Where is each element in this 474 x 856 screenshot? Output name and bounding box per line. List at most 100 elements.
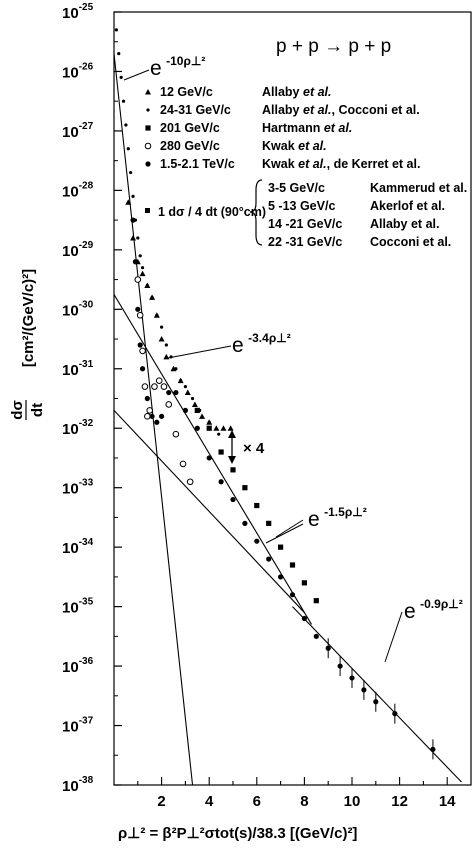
data-point	[173, 389, 179, 396]
data-point	[184, 389, 191, 396]
data-point	[151, 383, 158, 390]
fit-line-2	[113, 294, 313, 625]
legend-marker	[144, 142, 152, 150]
data-point	[149, 413, 155, 419]
data-point	[278, 544, 284, 550]
legend-brace	[249, 179, 263, 246]
legend-90deg-momentum: 5 -13 GeV/c	[268, 199, 335, 213]
x4-arrow-up	[228, 430, 236, 438]
legend-momentum: 280 GeV/c	[160, 139, 220, 153]
y-tick-label: 10-31	[62, 359, 94, 379]
data-point	[227, 425, 234, 431]
data-point	[218, 479, 224, 485]
data-point	[136, 311, 144, 319]
legend-90deg-reference: Kammerud et al.	[370, 181, 467, 195]
fit-pointer-3b	[265, 523, 304, 544]
data-point	[138, 254, 142, 258]
fit-pointers	[123, 69, 403, 663]
series-2	[114, 28, 221, 436]
data-point	[136, 236, 140, 240]
data-point	[313, 598, 319, 604]
x-tick-label: 8	[300, 793, 308, 810]
legend-90deg-momentum: 22 -31 GeV/c	[268, 235, 342, 249]
data-point	[313, 633, 319, 639]
data-point	[349, 675, 355, 681]
data-point	[254, 502, 260, 509]
data-point	[266, 556, 272, 562]
data-point	[135, 306, 141, 312]
data-point	[182, 407, 188, 413]
data-point	[130, 234, 137, 241]
y-tick-label: 10-37	[62, 716, 94, 736]
data-point	[199, 413, 206, 419]
data-point	[337, 663, 343, 669]
legend-90deg-block: 1 dσ / 4 dt (90°cm) 3-5 GeV/c Kammerud et…	[145, 179, 467, 249]
x-tick-label: 6	[253, 793, 261, 810]
x-tick-label: 10	[344, 793, 361, 810]
data-point	[194, 425, 200, 431]
y-tick-label: 10-29	[62, 240, 94, 260]
legend-reference: Hartmann et al.	[262, 121, 352, 135]
fit-line-1	[113, 53, 194, 786]
x4-arrow-down	[228, 456, 236, 464]
fit-labels: e -10ρ⊥² e -3.4ρ⊥² e -1.5ρ⊥² e -0.9ρ⊥²	[150, 54, 463, 623]
legend-reference: Kwak et al.	[262, 139, 327, 153]
data-point	[131, 194, 135, 198]
y-axis-title: dσ dt [cm²/(GeV/c)²]	[9, 269, 46, 420]
legend-reference: Allaby et al.	[262, 85, 332, 99]
data-point	[254, 538, 260, 544]
data-point	[144, 395, 150, 402]
data-point	[126, 147, 130, 151]
x4-label: × 4	[243, 440, 265, 457]
data-point	[217, 432, 221, 436]
data-point	[163, 353, 170, 360]
legend-marker	[145, 161, 151, 167]
data-point	[230, 496, 236, 503]
legend-90deg-reference: Cocconi et al.	[370, 235, 451, 249]
legend-momentum: 201 GeV/c	[160, 121, 220, 135]
y-axis-title-den: dt	[29, 403, 46, 417]
data-point	[146, 407, 153, 414]
data-point	[183, 385, 187, 389]
data-point	[289, 562, 296, 568]
series-3	[194, 407, 319, 604]
data-series	[114, 28, 436, 760]
data-point	[121, 99, 126, 103]
fit-label-4: e -0.9ρ⊥²	[404, 597, 463, 623]
fit-line-3	[113, 410, 305, 613]
data-point	[140, 266, 145, 270]
legend-reference: Kwak et al., de Kerret et al.	[262, 157, 420, 171]
data-point	[179, 379, 183, 383]
data-point	[242, 485, 248, 491]
fit-lines	[113, 53, 462, 786]
legend-90deg-reference: Allaby et al.	[370, 217, 439, 231]
y-tick-label: 10-36	[62, 656, 94, 676]
fit-pointer-4	[384, 611, 403, 663]
legend: 12 GeV/c Allaby et al. 24-31 GeV/c Allaby e…	[144, 85, 420, 171]
y-tick-label: 10-34	[62, 537, 94, 557]
data-point	[160, 325, 164, 329]
x-tick-label: 2	[157, 793, 165, 810]
legend-90deg-label: 1 dσ / 4 dt (90°cm)	[158, 205, 266, 219]
y-tick-label: 10-26	[62, 61, 94, 81]
data-point	[325, 645, 331, 651]
y-tick-label: 10-25	[62, 2, 94, 22]
legend-90deg-momentum: 14 -21 GeV/c	[268, 217, 342, 231]
y-tick-label: 10-33	[62, 478, 94, 498]
data-point	[139, 347, 146, 355]
data-point	[117, 52, 121, 56]
data-point	[179, 460, 187, 468]
fit-pointer-2	[167, 345, 232, 359]
data-point	[242, 520, 248, 526]
x-tick-label: 4	[205, 793, 214, 810]
data-point	[134, 276, 142, 283]
data-point	[289, 592, 296, 598]
data-point	[132, 259, 139, 265]
legend-90deg-momentum: 3-5 GeV/c	[268, 181, 325, 195]
data-point	[129, 170, 133, 175]
data-point	[206, 425, 212, 431]
legend-momentum: 24-31 GeV/c	[160, 103, 231, 117]
x4-annotation: × 4	[228, 430, 265, 464]
data-point	[154, 419, 160, 425]
fit-pointer-3a	[275, 519, 304, 538]
